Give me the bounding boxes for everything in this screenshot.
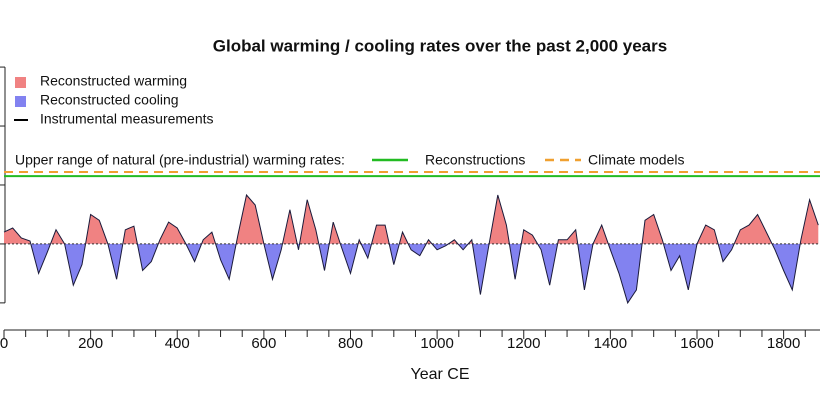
- x-tick-label: 400: [165, 335, 190, 352]
- warming-area: [4, 195, 819, 244]
- x-axis-label: Year CE: [411, 366, 470, 383]
- chart-title: Global warming / cooling rates over the …: [213, 36, 667, 55]
- x-tick-label: 1200: [507, 335, 540, 352]
- x-tick-label: 200: [78, 335, 103, 352]
- legend-label: Reconstructed cooling: [40, 92, 179, 108]
- legend-swatch: [15, 96, 26, 107]
- x-tick-label: 1400: [594, 335, 627, 352]
- legend-label: Instrumental measurements: [40, 111, 214, 127]
- reference-legend-label: Climate models: [588, 152, 684, 168]
- x-tick-label: 800: [338, 335, 363, 352]
- x-tick-label: 600: [251, 335, 276, 352]
- legend-swatch: [15, 77, 26, 88]
- x-tick-label: 1600: [680, 335, 713, 352]
- legend-label: Reconstructed warming: [40, 73, 187, 89]
- x-tick-label: 1800: [767, 335, 800, 352]
- x-tick-label: 1000: [420, 335, 453, 352]
- reference-legend-label: Reconstructions: [425, 152, 525, 168]
- cooling-area: [30, 243, 801, 303]
- x-tick-label: 0: [0, 335, 8, 352]
- rate-line: [3, 193, 819, 305]
- reference-label: Upper range of natural (pre-industrial) …: [15, 152, 345, 168]
